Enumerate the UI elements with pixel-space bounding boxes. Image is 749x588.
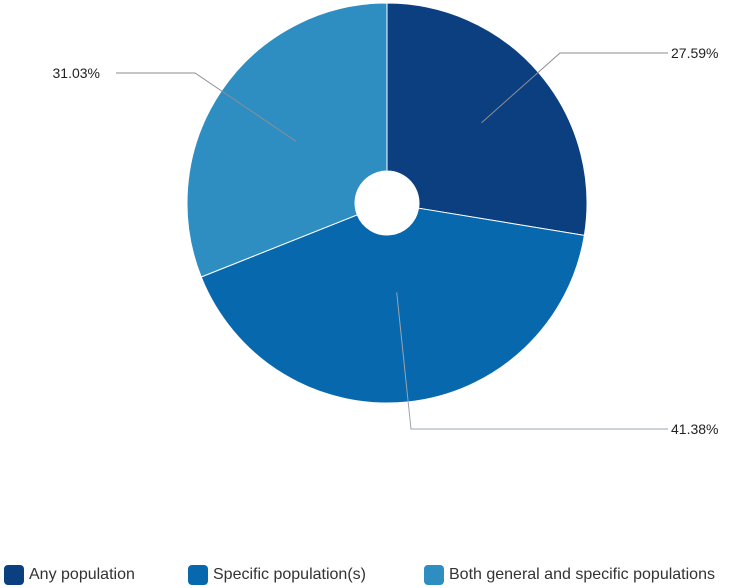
donut-chart: 27.59% 41.38% 31.03% (53, 2, 719, 437)
slices-group (186, 2, 588, 404)
leader-line-specific-population-s (396, 292, 668, 430)
slice-any-population[interactable] (386, 2, 588, 236)
legend-item-any-population[interactable]: Any population (4, 565, 135, 585)
legend-swatch-both-populations (424, 565, 444, 585)
slice-both-general-and-specific-populations[interactable] (186, 2, 388, 278)
value-label-both-general-and-specific-populations: 31.03% (53, 65, 100, 81)
legend-swatch-specific-populations (188, 565, 208, 585)
leader-line-both-general-and-specific-populations (116, 72, 297, 142)
value-labels-group: 27.59% 41.38% 31.03% (53, 45, 719, 437)
legend-label-any-population: Any population (29, 566, 135, 583)
value-label-any-population: 27.59% (671, 45, 718, 61)
legend-swatch-any-population (4, 565, 24, 585)
legend-item-both-populations[interactable]: Both general and specific populations (424, 565, 715, 585)
legend: Any population Specific population(s) Bo… (0, 563, 749, 587)
legend-label-specific-populations: Specific population(s) (213, 566, 366, 583)
leader-line-any-population (481, 52, 668, 124)
legend-label-both-populations: Both general and specific populations (449, 566, 715, 583)
value-label-specific-population-s: 41.38% (671, 421, 718, 437)
legend-item-specific-populations[interactable]: Specific population(s) (188, 565, 366, 585)
leader-lines-group (116, 52, 668, 430)
slice-specific-population-s[interactable] (200, 207, 585, 404)
